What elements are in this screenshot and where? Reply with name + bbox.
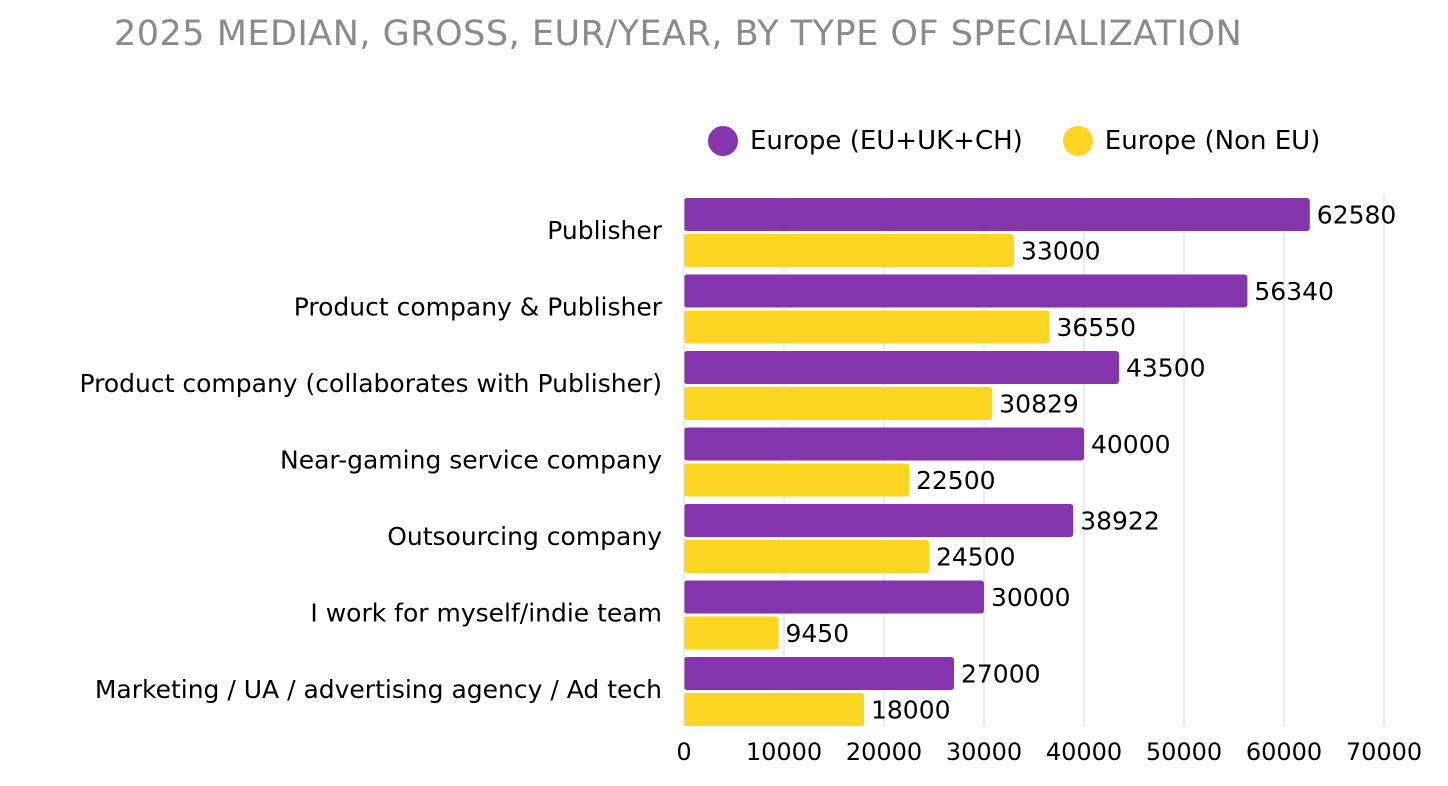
bar-eu (684, 427, 1084, 461)
legend-item-non-eu: Europe (Non EU) (1062, 126, 1321, 156)
x-tick-label: 30000 (946, 738, 1022, 766)
x-tick-label: 70000 (1346, 738, 1422, 766)
bar-non-eu (684, 540, 929, 573)
bar-eu (684, 274, 1248, 308)
bar-non-eu (684, 616, 779, 650)
bar-eu (684, 580, 984, 614)
data-label: 9450 (786, 619, 850, 648)
data-label: 40000 (1091, 430, 1171, 459)
data-label: 33000 (1021, 237, 1101, 266)
data-label: 62580 (1317, 201, 1397, 230)
bar-non-eu (684, 693, 864, 726)
legend-swatch-eu (708, 126, 738, 156)
data-label: 36550 (1057, 313, 1137, 342)
bar-non-eu (684, 310, 1050, 344)
x-tick-label: 20000 (846, 738, 922, 766)
chart-legend: Europe (EU+UK+CH) Europe (Non EU) (708, 126, 1360, 156)
data-label: 22500 (916, 466, 996, 495)
chart-title: 2025 MEDIAN, GROSS, EUR/YEAR, BY TYPE OF… (114, 14, 1243, 54)
category-label: Publisher (547, 216, 662, 245)
legend-swatch-non-eu (1062, 126, 1093, 156)
category-label: Near-gaming service company (280, 446, 662, 475)
bar-non-eu (684, 387, 993, 420)
data-label: 30000 (991, 583, 1071, 612)
legend-label-eu: Europe (EU+UK+CH) (750, 126, 1023, 156)
data-label: 27000 (961, 660, 1041, 689)
bar-eu (684, 504, 1074, 537)
x-tick-label: 0 (676, 738, 691, 766)
category-label: Product company (collaborates with Publi… (80, 369, 662, 398)
data-label: 18000 (871, 696, 951, 725)
bar-non-eu (684, 463, 909, 497)
bar-eu (684, 351, 1119, 384)
bar-eu (684, 657, 954, 690)
x-tick-label: 60000 (1246, 738, 1322, 766)
data-label: 43500 (1126, 354, 1206, 383)
x-tick-label: 40000 (1046, 738, 1122, 766)
data-label: 56340 (1254, 277, 1334, 306)
category-label: I work for myself/indie team (310, 599, 662, 628)
data-label: 38922 (1080, 507, 1160, 536)
category-label: Marketing / UA / advertising agency / Ad… (95, 675, 662, 704)
category-label: Product company & Publisher (294, 293, 663, 322)
legend-item-eu: Europe (EU+UK+CH) (708, 126, 1023, 156)
data-label: 30829 (999, 390, 1079, 419)
bar-eu (684, 198, 1310, 231)
x-tick-label: 50000 (1146, 738, 1222, 766)
legend-label-non-eu: Europe (Non EU) (1104, 126, 1321, 156)
category-label: Outsourcing company (387, 522, 662, 551)
bar-non-eu (684, 234, 1014, 267)
x-tick-label: 10000 (746, 738, 822, 766)
data-label: 24500 (936, 543, 1016, 572)
